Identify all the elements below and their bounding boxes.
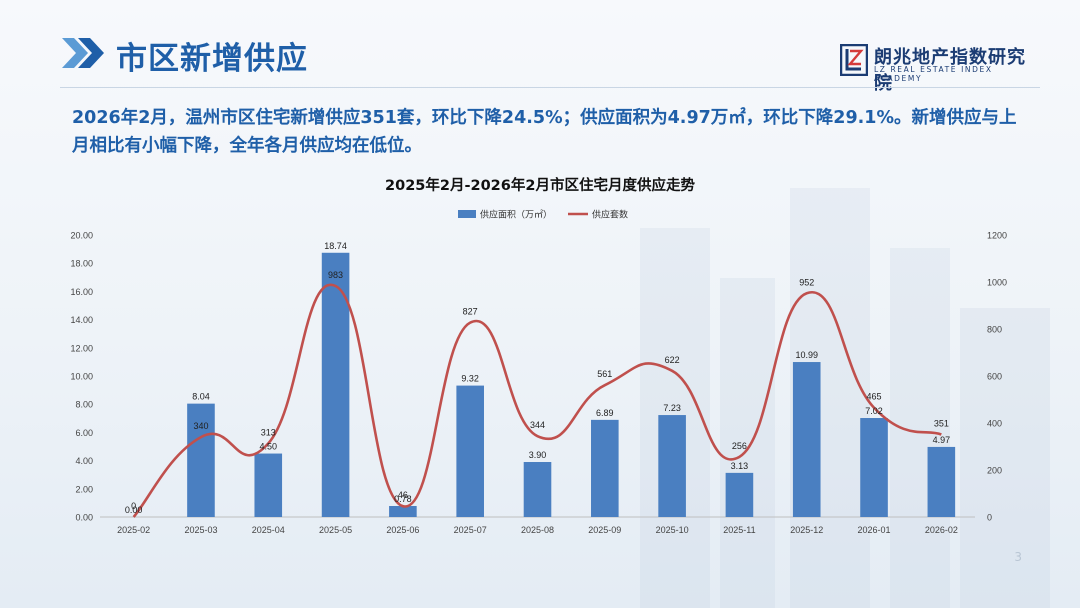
chart-title: 2025年2月-2026年2月市区住宅月度供应走势	[385, 178, 695, 194]
bar-2025-06	[389, 506, 417, 517]
chevron-right-icon	[60, 36, 106, 74]
y-right-tick-label: 800	[987, 325, 1002, 335]
y-left-tick-label: 14.00	[70, 315, 93, 325]
bar-data-label: 10.99	[795, 350, 818, 360]
x-tick-label: 2025-11	[723, 525, 755, 535]
x-tick-label: 2025-12	[790, 525, 823, 535]
x-tick-label: 2025-02	[117, 525, 150, 535]
y-left-tick-label: 16.00	[70, 287, 93, 297]
y-left-tick-label: 10.00	[70, 372, 93, 382]
bar-data-label: 18.74	[324, 241, 347, 251]
bar-data-label: 3.13	[731, 461, 749, 471]
bar-2025-10	[658, 415, 686, 517]
y-right-tick-label: 400	[987, 419, 1002, 429]
summary-text: 2026年2月，温州市区住宅新增供应351套，环比下降24.5%；供应面积为4.…	[72, 108, 1017, 156]
line-data-label: 827	[463, 307, 478, 317]
x-tick-label: 2026-02	[925, 525, 958, 535]
logo-name: 朗兆地产指数研究院	[874, 47, 1026, 94]
y-right-tick-label: 600	[987, 372, 1002, 382]
line-data-label: 256	[732, 441, 747, 451]
bar-data-label: 4.50	[260, 442, 278, 452]
bar-data-label: 3.90	[529, 450, 547, 460]
x-tick-label: 2025-10	[656, 525, 689, 535]
x-tick-label: 2025-05	[319, 525, 352, 535]
y-left-tick-label: 8.00	[75, 400, 93, 410]
y-right-tick-label: 1000	[987, 278, 1007, 288]
x-tick-label: 2025-08	[521, 525, 554, 535]
y-left-tick-label: 6.00	[75, 428, 93, 438]
line-data-label: 313	[261, 427, 276, 437]
line-data-label: 983	[328, 270, 343, 280]
bar-2026-01	[860, 418, 888, 517]
logo-subtitle: LZ REAL ESTATE INDEX ACADEMY	[874, 65, 993, 83]
header-divider	[60, 87, 1040, 88]
x-tick-label: 2025-09	[588, 525, 621, 535]
y-right-tick-label: 1200	[987, 231, 1007, 241]
page-number: 3	[1014, 550, 1022, 564]
logo-mark-icon	[840, 44, 868, 76]
legend-label-bar: 供应面积（万㎡）	[480, 209, 552, 220]
bar-2025-05	[321, 252, 350, 517]
bar-2025-09	[591, 419, 619, 517]
x-tick-label: 2025-06	[386, 525, 419, 535]
bar-2025-08	[523, 462, 552, 517]
y-left-tick-label: 12.00	[70, 343, 93, 353]
legend-swatch-bar	[458, 210, 476, 218]
line-data-label: 622	[665, 355, 680, 365]
x-tick-label: 2025-03	[184, 525, 217, 535]
y-right-tick-label: 0	[987, 513, 992, 523]
y-left-tick-label: 2.00	[75, 484, 93, 494]
bar-2025-12	[792, 362, 821, 517]
y-left-tick-label: 20.00	[70, 231, 93, 241]
bar-2025-07	[456, 385, 484, 517]
x-tick-label: 2025-04	[252, 525, 285, 535]
y-right-tick-label: 200	[987, 466, 1002, 476]
slide-header: 市区新增供应 朗兆地产指数研究院 LZ REAL ESTATE INDEX AC…	[0, 0, 1080, 95]
line-data-label: 465	[867, 392, 882, 402]
line-data-label: 351	[934, 419, 949, 429]
bar-2025-11	[725, 472, 754, 517]
x-tick-label: 2026-01	[858, 525, 891, 535]
line-data-label: 344	[530, 420, 545, 430]
background-building	[720, 278, 775, 608]
background-building	[960, 308, 1050, 608]
line-series-units	[132, 283, 942, 518]
bar-2025-03	[187, 403, 215, 517]
page-title: 市区新增供应	[116, 41, 308, 77]
company-logo: 朗兆地产指数研究院 LZ REAL ESTATE INDEX ACADEMY	[840, 42, 1040, 94]
line-data-label: 0	[131, 501, 136, 511]
bar-data-label: 9.32	[461, 374, 479, 384]
bar-data-label: 6.89	[596, 408, 614, 418]
bar-data-label: 8.04	[192, 392, 210, 402]
bar-data-label: 7.23	[663, 403, 681, 413]
legend-label-line: 供应套数	[592, 209, 628, 220]
bar-data-label: 4.97	[933, 435, 951, 445]
line-data-label: 46	[398, 490, 408, 500]
supply-combo-chart: 供应面积（万㎡） 供应套数 0.00 2.00 4.00 6.00 8.00 10.00 12.…	[70, 209, 1007, 536]
line-data-label: 561	[597, 369, 612, 379]
bar-data-label: 7.02	[865, 406, 883, 416]
line-data-label: 340	[193, 421, 208, 431]
bar-data-label: 0.78	[394, 494, 412, 504]
x-tick-label: 2025-07	[454, 525, 487, 535]
y-left-tick-label: 18.00	[70, 259, 93, 269]
line-data-label: 952	[799, 277, 814, 287]
bar-2025-04	[254, 453, 283, 517]
y-left-tick-label: 0.00	[75, 513, 93, 523]
bar-data-label: 0.00	[125, 505, 143, 515]
bar-2026-02	[927, 446, 956, 517]
y-left-tick-label: 4.00	[75, 456, 93, 466]
